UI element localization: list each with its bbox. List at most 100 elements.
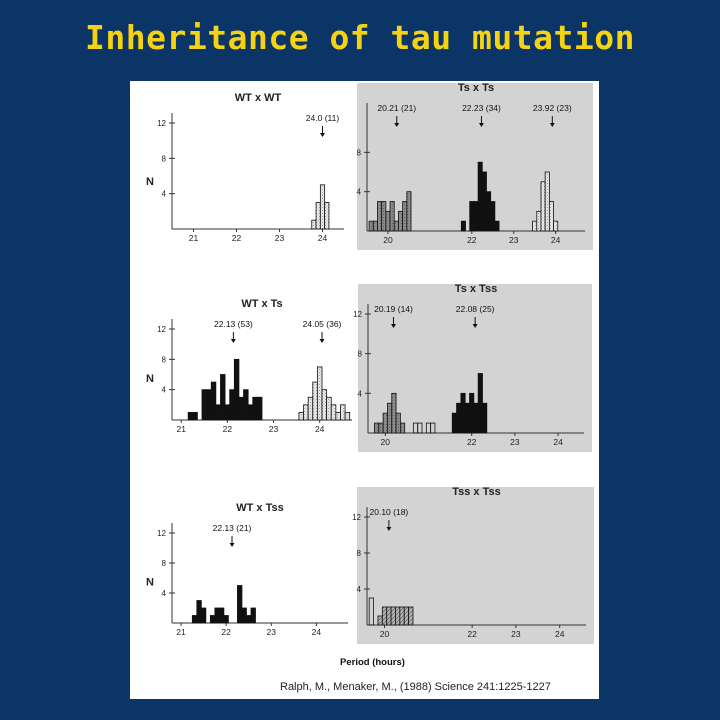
histogram-bar — [393, 220, 399, 232]
arrow-head — [478, 123, 484, 127]
histogram-bar — [398, 210, 404, 232]
histogram-bar — [344, 412, 351, 421]
y-tick-label: 12 — [157, 529, 166, 538]
histogram-bar — [477, 161, 483, 232]
histogram-bar — [298, 412, 304, 421]
mean-period-label: 23.92 (23) — [533, 103, 572, 113]
x-tick-label: 24 — [553, 437, 563, 447]
x-tick-label: 24 — [318, 233, 328, 243]
y-tick-label: 8 — [162, 559, 167, 568]
y-tick-label: 4 — [162, 386, 167, 395]
y-tick-label: 12 — [157, 119, 166, 128]
histogram-bar — [330, 404, 337, 421]
y-tick-label: 8 — [162, 355, 167, 364]
mean-period-label: 24.0 (11) — [306, 113, 340, 123]
y-tick-label: 12 — [353, 310, 362, 319]
histogram-bar — [243, 389, 249, 421]
arrow-head — [386, 527, 392, 531]
histogram-bar — [252, 396, 258, 421]
y-axis-label: N — [146, 577, 154, 589]
histogram-bar — [374, 422, 380, 434]
histogram-bar — [201, 389, 208, 421]
histogram-bar — [486, 191, 492, 232]
histogram-bar — [477, 373, 483, 434]
histogram-bar — [368, 220, 374, 232]
histogram-bar — [417, 422, 423, 434]
x-tick-label: 24 — [312, 627, 322, 637]
histogram-bar — [469, 392, 475, 434]
x-axis-label: Period (hours) — [340, 657, 405, 668]
histogram-bar — [464, 402, 470, 434]
histogram-bar — [389, 201, 395, 232]
x-tick-label: 23 — [510, 437, 520, 447]
y-tick-label: 4 — [357, 188, 362, 197]
mean-period-label: 22.08 (25) — [456, 304, 495, 314]
chart-title: WT x Tss — [236, 502, 283, 514]
chart-title: WT x Ts — [241, 298, 282, 310]
histogram-bar — [377, 615, 383, 626]
y-tick-label: 8 — [357, 148, 362, 157]
histogram-bar — [215, 404, 221, 421]
y-tick-label: 4 — [162, 589, 167, 598]
histogram-bar — [223, 615, 229, 624]
histogram-bar — [460, 392, 466, 434]
histogram-bar — [218, 607, 225, 624]
histogram-bar — [340, 404, 346, 421]
x-tick-label: 24 — [551, 235, 561, 245]
mean-period-label: 24.05 (36) — [303, 319, 342, 329]
arrow-head — [390, 324, 396, 328]
y-tick-label: 4 — [162, 190, 167, 199]
x-tick-label: 21 — [189, 233, 199, 243]
histogram-bar — [532, 220, 538, 232]
histogram-bar — [381, 606, 388, 626]
histogram-bar — [386, 606, 392, 626]
y-tick-label: 4 — [358, 389, 363, 398]
y-tick-label: 12 — [157, 325, 166, 334]
x-tick-label: 20 — [380, 629, 390, 639]
histogram-bar — [224, 404, 231, 421]
histogram-2: Ts x Ts 4 8 20 22 23 24 20.21 (21) 22.23 (34) 23.… — [357, 82, 593, 250]
histogram-bar — [548, 201, 554, 232]
histogram-bar — [316, 366, 323, 421]
x-tick-label: 22 — [467, 437, 477, 447]
y-tick-label: 8 — [162, 154, 167, 163]
arrow-head — [229, 543, 235, 547]
histogram-bar — [553, 220, 559, 232]
chart-title: Tss x Tss — [452, 486, 501, 498]
histogram-bar — [536, 210, 542, 232]
histogram-bar — [381, 201, 387, 232]
histogram-bar — [473, 402, 479, 434]
histogram-bar — [490, 201, 496, 232]
histogram-bar — [326, 396, 332, 421]
histogram-bar — [377, 201, 383, 232]
histogram-bar — [372, 220, 378, 232]
histogram-bar — [460, 220, 466, 232]
histogram-bar — [241, 607, 247, 624]
mean-period-label: 22.23 (34) — [462, 103, 501, 113]
histogram-bar — [319, 184, 326, 230]
histogram-bar — [395, 412, 401, 434]
histogram-3: WT x Ts 4 8 12 N 21 22 23 24 22.13 (53) 24.05 (36) — [146, 298, 352, 434]
histogram-bar — [399, 422, 406, 434]
histogram-bar — [210, 381, 217, 421]
histogram-bar — [494, 220, 500, 232]
histogram-bar — [303, 404, 309, 421]
histogram-bar — [544, 171, 550, 232]
y-tick-label: 4 — [357, 585, 362, 594]
histogram-bar — [391, 392, 397, 434]
figure-panel: WT x WT 4 8 12 N 21 22 23 24 24.0 (11) Ts x Ts 4 8 20… — [130, 81, 599, 699]
arrow-head — [319, 339, 325, 343]
y-tick-label: 8 — [357, 549, 362, 558]
histogram-bar — [220, 374, 226, 421]
histogram-bar — [368, 597, 374, 626]
x-tick-label: 24 — [315, 424, 325, 434]
x-tick-label: 21 — [176, 424, 186, 434]
histogram-bar — [473, 201, 479, 232]
histogram-bar — [250, 607, 256, 624]
histogram-bar — [238, 396, 244, 421]
histogram-bar — [315, 202, 321, 230]
histogram-bar — [324, 202, 330, 230]
histogram-bar — [200, 607, 207, 624]
histogram-bar — [311, 219, 317, 230]
chart-title: WT x WT — [235, 92, 282, 104]
